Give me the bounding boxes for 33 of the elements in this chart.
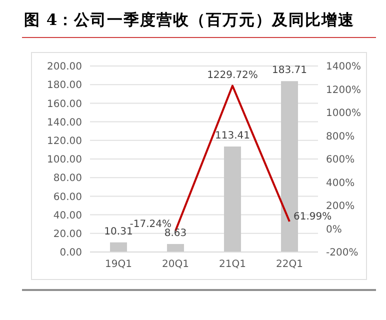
y-tick-label: 120.00	[47, 136, 82, 147]
x-tick-label: 20Q1	[162, 259, 189, 270]
y-tick-label: 200.00	[47, 62, 82, 73]
y-tick-label: 60.00	[53, 192, 82, 203]
y-tick-label: 80.00	[53, 173, 82, 184]
data-label: 1229.72%	[207, 70, 258, 81]
data-label: 183.71	[272, 65, 307, 76]
y2-tick-label: 400%	[326, 178, 355, 189]
y2-tick-label: -200%	[326, 248, 358, 259]
bar	[167, 244, 184, 252]
x-tick-label: 19Q1	[105, 259, 132, 270]
bar	[110, 242, 127, 252]
y-tick-label: 0.00	[60, 248, 82, 259]
y-tick-label: 40.00	[53, 210, 82, 222]
y2-tick-label: 1400%	[326, 62, 361, 73]
y2-tick-label: 200%	[326, 201, 355, 212]
x-tick-label: 22Q1	[276, 259, 303, 270]
y2-tick-label: 0%	[326, 224, 342, 236]
x-tick-label: 21Q1	[219, 259, 246, 270]
y2-tick-label: 800%	[326, 131, 355, 142]
y-tick-label: 180.00	[47, 80, 82, 92]
data-label: 8.63	[164, 228, 187, 239]
data-label: 113.41	[215, 130, 250, 142]
y2-tick-label: 600%	[326, 154, 355, 166]
bar	[224, 146, 241, 252]
y-tick-label: 160.00	[47, 98, 82, 110]
y-tick-label: 20.00	[53, 228, 82, 240]
chart-title: 图 4：公司一季度营收（百万元）及同比增速	[24, 10, 355, 31]
data-label: 61.99%	[294, 212, 332, 223]
y-tick-label: 100.00	[47, 154, 82, 166]
y2-tick-label: 1200%	[326, 84, 361, 96]
y-tick-label: 140.00	[47, 117, 82, 128]
y2-tick-label: 1000%	[326, 108, 361, 120]
